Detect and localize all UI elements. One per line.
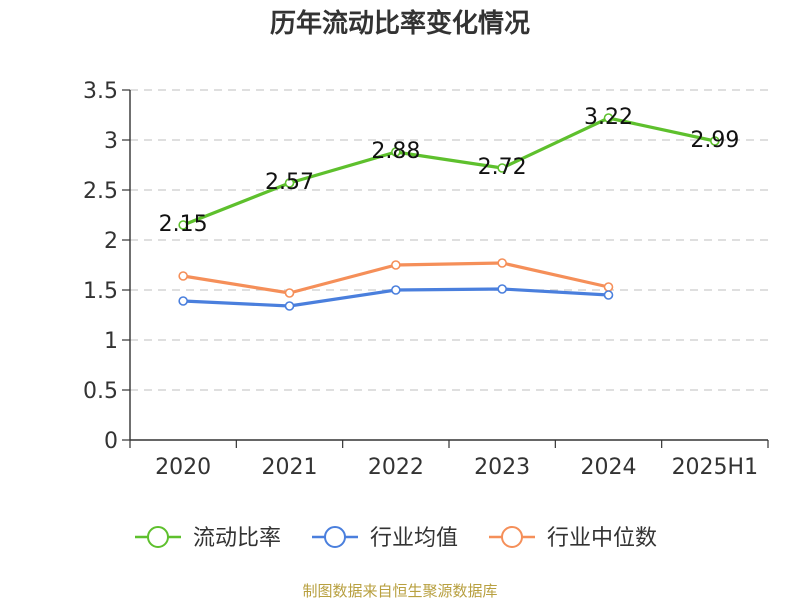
data-point[interactable] xyxy=(284,178,295,188)
legend-item-2[interactable]: 行业中位数 xyxy=(489,526,657,551)
data-point[interactable] xyxy=(391,147,401,157)
legend-marker xyxy=(324,526,346,548)
y-tick-label: 0.5 xyxy=(83,379,118,404)
data-point[interactable] xyxy=(497,258,507,268)
data-label: 2.57 xyxy=(265,170,314,195)
legend[interactable]: 流动比率 行业均值 行业中位数 xyxy=(135,526,657,551)
y-tick-label: 2.5 xyxy=(83,179,118,204)
y-tick-label: 1.5 xyxy=(83,279,118,304)
data-point[interactable] xyxy=(391,285,401,295)
x-tick-label: 2022 xyxy=(368,455,424,480)
data-label: 2.15 xyxy=(159,212,208,237)
data-point[interactable] xyxy=(178,271,188,281)
legend-marker xyxy=(147,526,169,548)
data-point[interactable] xyxy=(284,301,295,311)
series-layer: 2.15 2.57 2.88 2.72 3.22 2.99 xyxy=(159,105,740,311)
x-tick-label: 2023 xyxy=(474,455,530,480)
data-point[interactable] xyxy=(391,260,401,270)
x-tick-label: 2020 xyxy=(155,455,211,480)
legend-label: 行业中位数 xyxy=(547,526,657,551)
axes: 0 0.5 1 1.5 2 2.5 3 3.5 2020 2021 2022 2023 2024 2025… xyxy=(83,79,769,480)
data-point[interactable] xyxy=(497,284,507,294)
legend-item-1[interactable]: 行业均值 xyxy=(312,526,458,551)
legend-label: 流动比率 xyxy=(193,526,281,551)
y-tick-label: 3 xyxy=(104,129,118,154)
legend-label: 行业均值 xyxy=(370,526,458,551)
series-1 xyxy=(178,284,614,311)
data-point[interactable] xyxy=(603,282,614,292)
series-0: 2.15 2.57 2.88 2.72 3.22 2.99 xyxy=(159,105,740,237)
data-point[interactable] xyxy=(178,220,188,230)
legend-marker xyxy=(501,526,523,548)
grid xyxy=(130,89,768,391)
legend-item-0[interactable]: 流动比率 xyxy=(135,526,281,551)
data-label: 2.72 xyxy=(478,155,527,180)
data-point[interactable] xyxy=(284,288,295,298)
x-tick-label: 2025H1 xyxy=(672,455,759,480)
y-tick-label: 2 xyxy=(104,229,118,254)
y-tick-label: 1 xyxy=(104,329,118,354)
x-tick-label: 2021 xyxy=(262,455,318,480)
chart-title: 历年流动比率变化情况 xyxy=(270,8,530,39)
source-note: 制图数据来自恒生聚源数据库 xyxy=(302,582,497,600)
data-point[interactable] xyxy=(603,113,614,123)
series-2 xyxy=(178,258,614,298)
data-label: 2.88 xyxy=(371,139,420,164)
data-point[interactable] xyxy=(497,163,507,173)
data-point[interactable] xyxy=(178,296,188,306)
y-tick-label: 3.5 xyxy=(83,79,118,104)
data-label: 3.22 xyxy=(584,105,633,130)
x-tick-label: 2024 xyxy=(581,455,637,480)
data-label: 2.99 xyxy=(690,128,739,153)
series-line xyxy=(182,116,716,227)
data-point[interactable] xyxy=(710,136,720,146)
data-point[interactable] xyxy=(603,290,614,300)
y-tick-label: 0 xyxy=(104,429,118,454)
